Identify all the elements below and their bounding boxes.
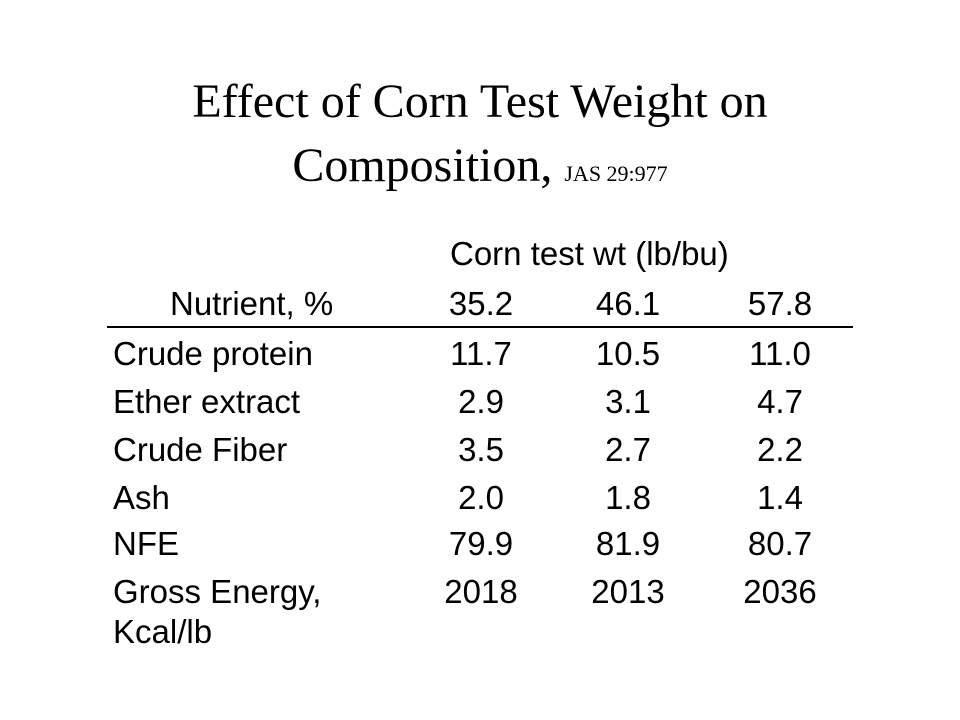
row-label: Crude Fiber — [113, 431, 288, 468]
row-value: 2013 — [591, 573, 665, 610]
table-row: Ash 2.0 1.8 1.4 — [0, 478, 960, 518]
title-line-1: Effect of Corn Test Weight on — [192, 75, 768, 128]
row-label: Ash — [113, 479, 170, 516]
header-nutrient: Nutrient, % — [170, 285, 334, 322]
row-value: 2018 — [444, 573, 518, 610]
row-value: 2.7 — [605, 431, 651, 468]
title-text: Composition, — [292, 139, 553, 192]
row-value: 80.7 — [747, 525, 813, 562]
row-value: 4.7 — [757, 383, 803, 420]
table-row: NFE 79.9 81.9 80.7 — [0, 524, 960, 564]
row-value: 3.5 — [458, 431, 504, 468]
row-label: Gross Energy, Kcal/lb — [113, 572, 321, 652]
row-value: 11.0 — [749, 335, 811, 372]
row-value: 1.4 — [757, 479, 803, 516]
row-value: 1.8 — [605, 479, 651, 516]
row-value: 2036 — [743, 573, 817, 610]
row-value: 11.7 — [450, 335, 512, 372]
header-test-weight-2: 46.1 — [595, 285, 661, 322]
table-row: Crude protein 11.7 10.5 11.0 — [0, 334, 960, 374]
row-label: Crude protein — [113, 335, 313, 372]
header-test-weight-3: 57.8 — [747, 285, 813, 322]
row-label: NFE — [113, 525, 179, 562]
table-row: Ether extract 2.9 3.1 4.7 — [0, 382, 960, 422]
header-divider — [107, 326, 853, 328]
slide-title: Effect of Corn Test Weight on Compositio… — [0, 70, 960, 206]
row-label-line-2: Kcal/lb — [113, 613, 213, 650]
row-value: 10.5 — [595, 335, 661, 372]
table-row: Crude Fiber 3.5 2.7 2.2 — [0, 430, 960, 470]
title-reference: JAS 29:977 — [564, 161, 668, 186]
title-line-2: Composition, JAS 29:977 — [0, 134, 960, 206]
row-value: 81.9 — [595, 525, 661, 562]
table-header-row: Nutrient, % 35.2 46.1 57.8 — [0, 284, 960, 324]
column-group-header: Corn test wt (lb/bu) — [450, 235, 729, 272]
row-value: 2.0 — [458, 479, 504, 516]
row-value: 2.9 — [458, 383, 504, 420]
row-label-line-1: Gross Energy, — [113, 573, 322, 610]
table-row: Gross Energy, Kcal/lb 2018 2013 2036 — [0, 572, 960, 660]
row-label: Ether extract — [113, 383, 301, 420]
row-value: 2.2 — [757, 431, 803, 468]
row-value: 79.9 — [448, 525, 514, 562]
header-test-weight-1: 35.2 — [448, 285, 514, 322]
row-value: 3.1 — [605, 383, 651, 420]
